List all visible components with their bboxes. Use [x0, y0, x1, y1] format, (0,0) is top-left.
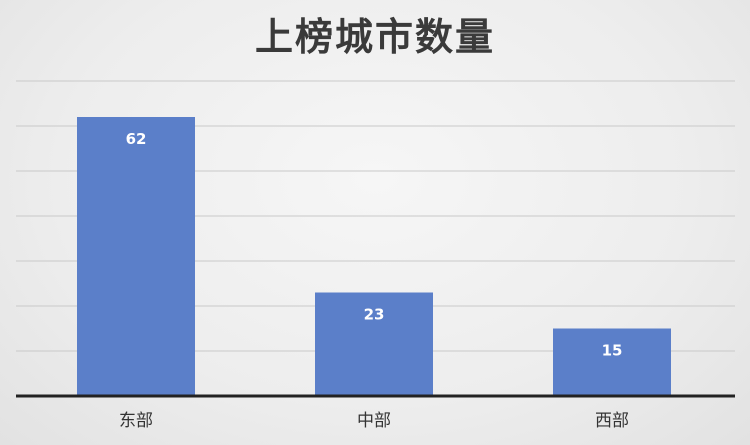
chart-title: 上榜城市数量 — [254, 15, 495, 59]
x-tick-label-1: 东部 — [119, 411, 153, 431]
data-labels: 62 23 15 — [126, 130, 623, 360]
x-tick-label-3: 西部 — [595, 411, 629, 431]
x-tick-label-2: 中部 — [357, 411, 391, 431]
x-axis-ticks: 东部 中部 西部 — [119, 411, 629, 431]
data-label-3: 15 — [602, 342, 623, 360]
bar-2 — [315, 292, 433, 396]
data-label-1: 62 — [126, 130, 147, 148]
data-label-2: 23 — [364, 306, 385, 324]
bar-3 — [553, 328, 671, 396]
bar-1 — [77, 117, 195, 396]
bars — [77, 117, 671, 396]
